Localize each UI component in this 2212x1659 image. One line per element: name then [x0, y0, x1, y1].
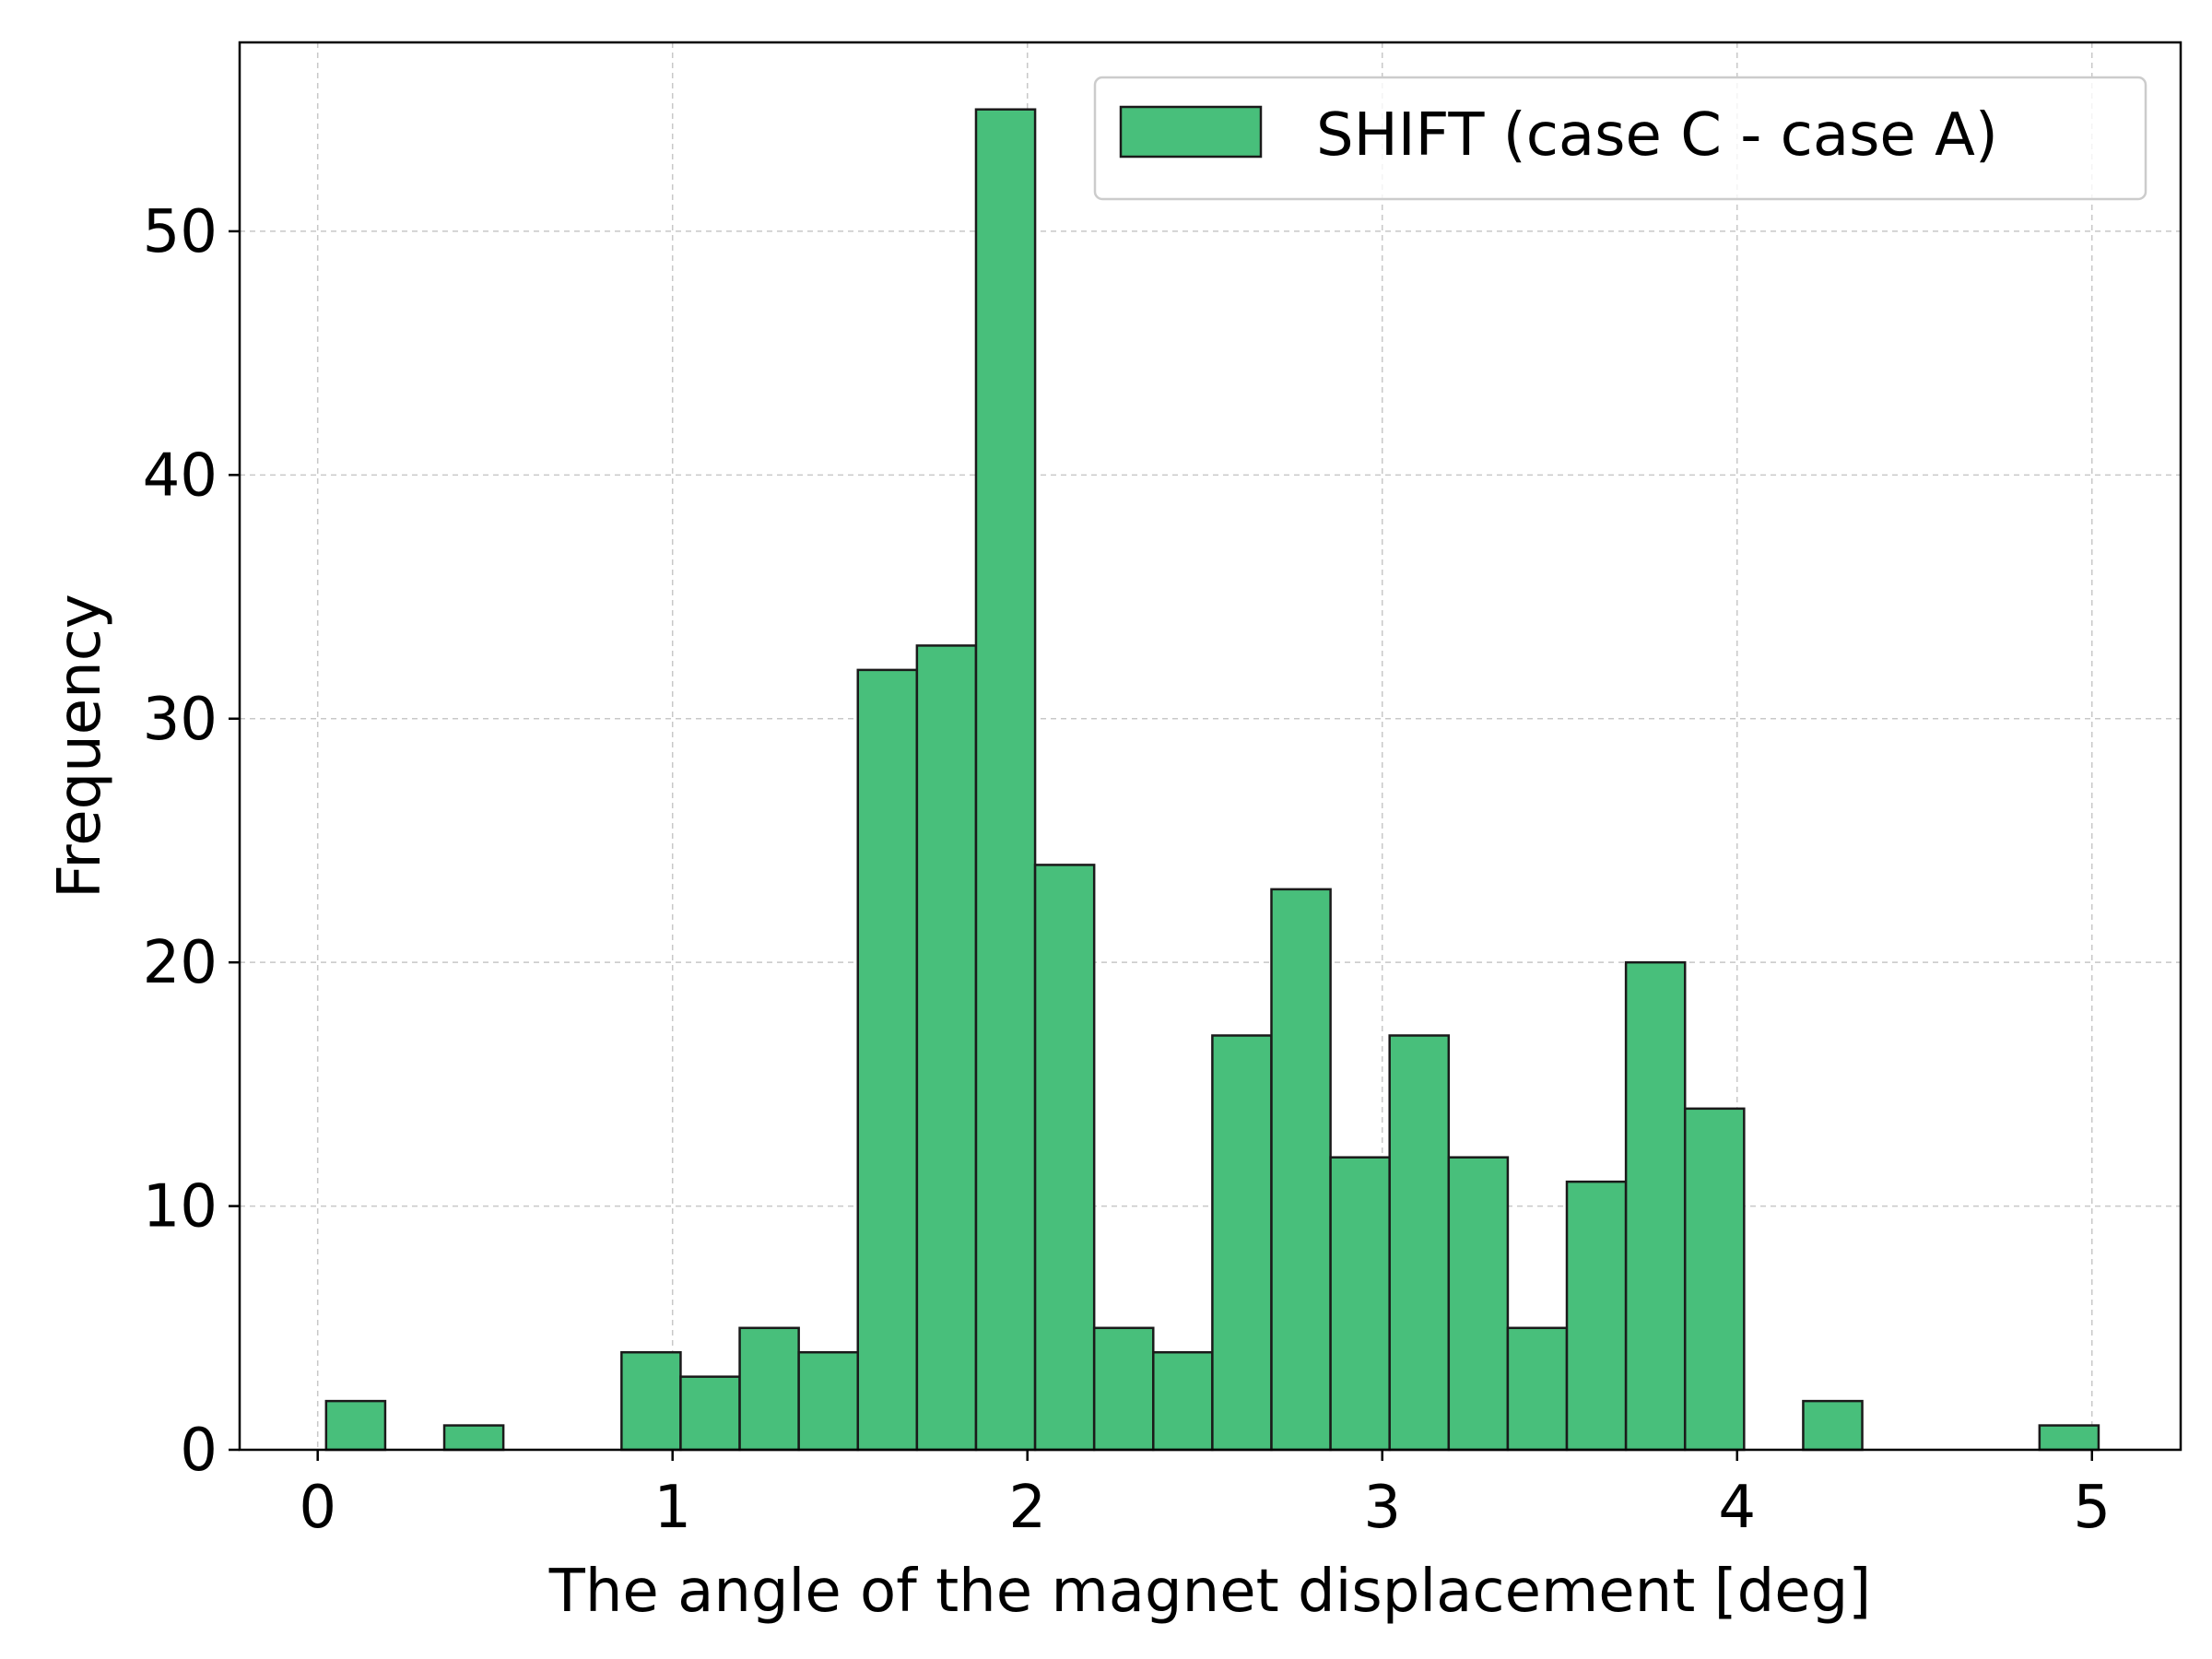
y-tick-label: 40 [143, 441, 218, 510]
x-tick-label: 3 [1363, 1474, 1401, 1542]
y-tick-label: 20 [143, 929, 218, 997]
plot-frame [238, 41, 2183, 1452]
histogram-bar [738, 1326, 800, 1452]
histogram-bar [1152, 1350, 1214, 1452]
histogram-bar [856, 668, 919, 1452]
x-tick-label: 2 [1008, 1474, 1046, 1542]
histogram-bar [324, 1399, 387, 1452]
histogram-bar [679, 1375, 741, 1452]
x-tick-label: 0 [299, 1474, 336, 1542]
histogram-bar [1270, 888, 1332, 1452]
y-tick-label: 30 [143, 686, 218, 754]
grid [240, 42, 2181, 1451]
bars [324, 108, 2100, 1452]
histogram-bar [620, 1350, 682, 1452]
histogram-bar [1506, 1326, 1569, 1452]
x-tick-label: 1 [653, 1474, 691, 1542]
histogram-bar [1447, 1156, 1510, 1452]
legend-frame [1093, 76, 2147, 201]
y-tick-label: 50 [143, 198, 218, 266]
legend-swatch [1119, 105, 1263, 159]
y-tick-label: 10 [143, 1173, 218, 1241]
histogram-bar [1802, 1399, 1864, 1452]
histogram-bar [1092, 1326, 1155, 1452]
legend: SHIFT (case C - case A) [1093, 76, 2147, 201]
x-tick-label: 4 [1718, 1474, 1756, 1542]
x-tick-label: 5 [2073, 1474, 2111, 1542]
histogram-bar [2038, 1424, 2100, 1452]
x-axis-label: The angle of the magnet displacement [de… [548, 1558, 1871, 1626]
y-axis-label: Frequency [46, 594, 114, 899]
histogram-bar [1683, 1107, 1746, 1452]
histogram-bar [797, 1350, 860, 1452]
legend-label: SHIFT (case C - case A) [1316, 101, 1998, 170]
histogram-bar [1329, 1156, 1391, 1452]
histogram-bar [1624, 960, 1687, 1452]
histogram-bar [1033, 864, 1096, 1452]
histogram-bar [915, 644, 978, 1452]
histogram-bar [442, 1424, 505, 1452]
histogram-bar [1565, 1180, 1628, 1452]
histogram-bar [1211, 1034, 1273, 1452]
y-tick-label: 0 [180, 1417, 218, 1485]
histogram-bar [974, 108, 1037, 1452]
histogram-bar [1388, 1034, 1451, 1452]
